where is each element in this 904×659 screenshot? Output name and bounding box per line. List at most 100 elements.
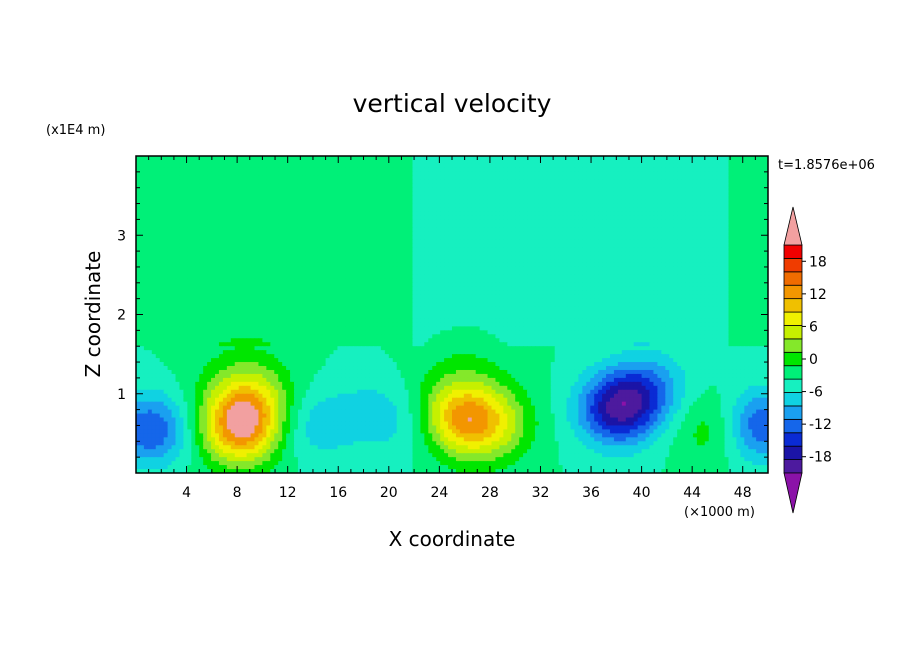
- field-cell: [218, 187, 224, 193]
- field-cell: [677, 247, 682, 252]
- field-cell: [467, 199, 473, 205]
- field-cell: [301, 270, 307, 276]
- field-cell: [286, 203, 291, 209]
- field-cell: [159, 262, 165, 268]
- field-cell: [633, 163, 639, 169]
- field-cell: [637, 156, 643, 161]
- field-cell: [752, 270, 757, 276]
- field-cell: [554, 231, 560, 236]
- field-cell: [250, 156, 256, 161]
- field-cell: [665, 247, 670, 252]
- field-cell: [420, 247, 425, 252]
- field-cell: [613, 227, 619, 232]
- field-cell: [361, 227, 366, 232]
- field-cell: [404, 207, 410, 213]
- field-cell: [136, 207, 141, 213]
- field-cell: [408, 274, 414, 280]
- field-cell: [167, 183, 173, 189]
- field-cell: [317, 255, 323, 260]
- field-cell: [254, 227, 260, 232]
- field-cell: [396, 270, 402, 276]
- field-cell: [404, 191, 410, 197]
- field-cell: [527, 207, 532, 213]
- field-cell: [163, 195, 169, 201]
- field-cell: [764, 274, 768, 280]
- field-cell: [764, 207, 768, 213]
- field-cell: [491, 223, 497, 228]
- field-cell: [515, 215, 520, 220]
- field-cell: [645, 235, 651, 240]
- field-cell: [369, 183, 374, 189]
- field-cell: [455, 231, 461, 236]
- field-cell: [274, 227, 279, 232]
- field-cell: [337, 199, 342, 205]
- field-cell: [250, 179, 256, 185]
- field-cell: [578, 183, 583, 189]
- field-cell: [333, 199, 339, 205]
- field-cell: [633, 227, 639, 232]
- field-cell: [708, 167, 714, 173]
- field-cell: [554, 191, 560, 197]
- field-cell: [724, 227, 730, 232]
- field-cell: [226, 167, 232, 173]
- field-cell: [238, 270, 244, 276]
- field-cell: [143, 163, 149, 169]
- field-cell: [215, 278, 220, 284]
- field-cell: [582, 251, 587, 256]
- field-cell: [388, 266, 394, 272]
- field-cell: [499, 159, 504, 165]
- field-cell: [258, 239, 263, 244]
- field-cell: [657, 255, 662, 260]
- field-cell: [562, 167, 568, 173]
- field-cell: [633, 199, 639, 205]
- field-cell: [234, 247, 240, 252]
- field-cell: [412, 191, 418, 197]
- field-cell: [305, 235, 311, 240]
- field-cell: [376, 179, 382, 185]
- field-cell: [384, 187, 390, 193]
- field-cell: [653, 156, 658, 161]
- field-cell: [657, 159, 662, 165]
- field-cell: [143, 199, 149, 205]
- field-cell: [444, 239, 449, 244]
- field-cell: [195, 203, 200, 209]
- field-cell: [392, 191, 398, 197]
- field-cell: [215, 255, 220, 260]
- field-cell: [511, 191, 516, 197]
- field-cell: [677, 243, 682, 248]
- field-cell: [503, 195, 508, 201]
- field-cell: [179, 199, 184, 205]
- field-cell: [333, 163, 339, 169]
- field-cell: [353, 187, 358, 193]
- field-cell: [396, 219, 402, 224]
- field-cell: [590, 247, 595, 252]
- field-cell: [203, 171, 208, 177]
- field-cell: [222, 262, 228, 268]
- field-cell: [515, 219, 520, 224]
- field-cell: [301, 191, 307, 197]
- field-cell: [195, 251, 200, 256]
- field-cell: [376, 215, 382, 220]
- field-cell: [455, 203, 461, 209]
- field-cell: [305, 215, 311, 220]
- field-cell: [760, 167, 765, 173]
- field-cell: [139, 219, 145, 224]
- field-cell: [744, 175, 749, 181]
- field-cell: [278, 195, 283, 201]
- field-cell: [637, 215, 643, 220]
- field-cell: [598, 262, 603, 268]
- field-cell: [392, 231, 398, 236]
- field-cell: [345, 259, 350, 264]
- field-cell: [756, 215, 761, 220]
- field-cell: [645, 274, 651, 280]
- field-cell: [744, 239, 749, 244]
- field-cell: [752, 274, 757, 280]
- field-cell: [329, 235, 335, 240]
- field-cell: [305, 211, 311, 217]
- field-cell: [297, 231, 303, 236]
- field-cell: [440, 179, 445, 185]
- field-cell: [309, 191, 315, 197]
- field-cell: [301, 239, 307, 244]
- field-cell: [499, 195, 504, 201]
- field-cell: [321, 159, 327, 165]
